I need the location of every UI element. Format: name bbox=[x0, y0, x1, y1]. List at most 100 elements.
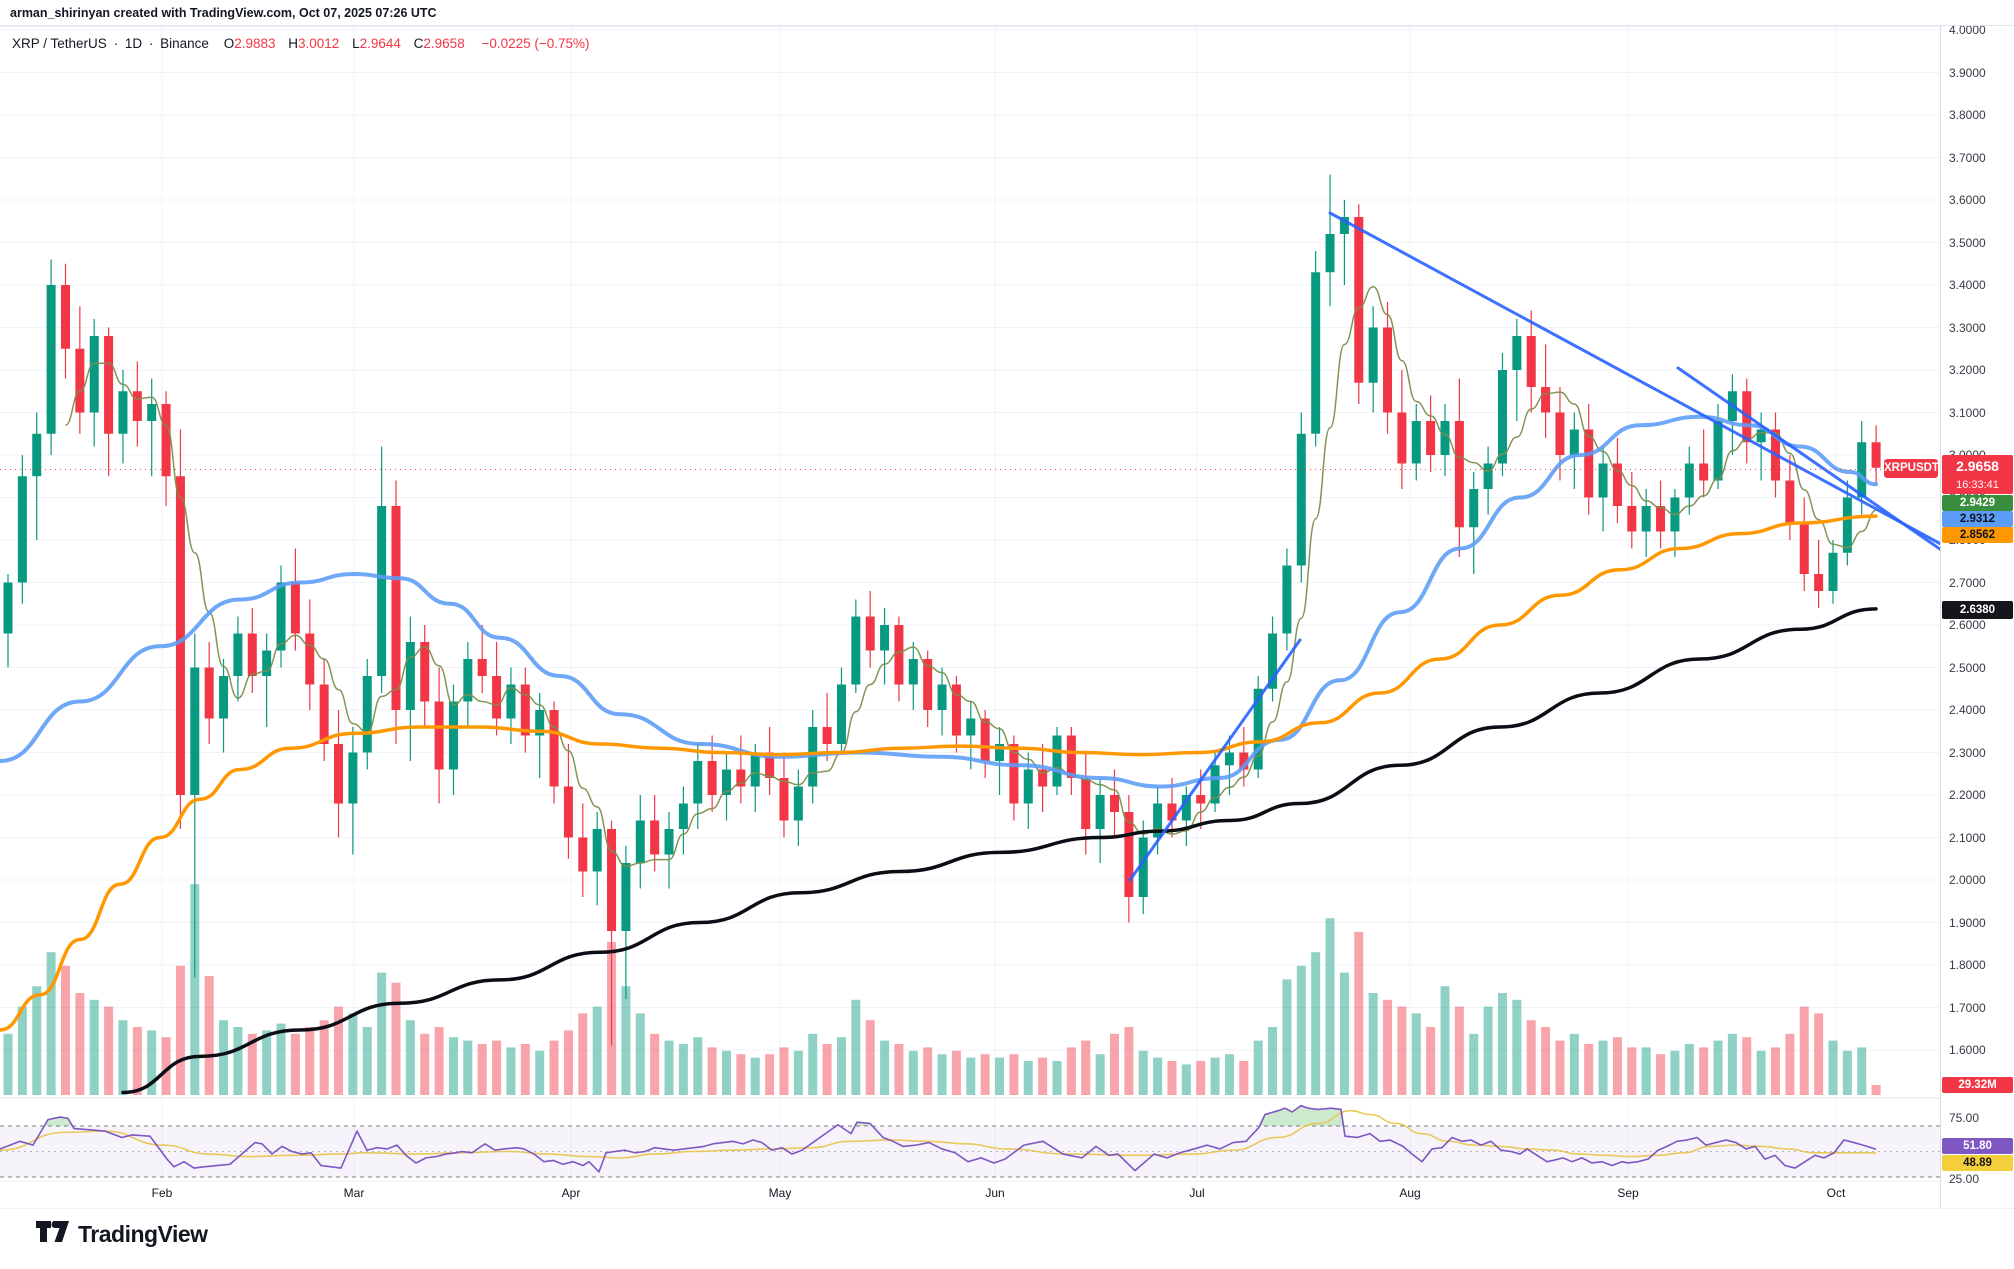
volume-bar bbox=[1814, 1013, 1824, 1095]
volume-bar bbox=[17, 1006, 27, 1095]
volume-bar bbox=[1454, 1006, 1464, 1095]
volume-bar bbox=[334, 1006, 344, 1095]
volume-bar bbox=[836, 1037, 846, 1095]
candle-body bbox=[707, 761, 717, 795]
candle-body bbox=[779, 778, 789, 821]
candle-body bbox=[1081, 778, 1091, 829]
price-axis[interactable]: 2.9658 16:33:41 4.0000 3.9000 3.8000 3.7000… bbox=[1940, 23, 2014, 1208]
volume-bar bbox=[448, 1037, 458, 1095]
candle-body bbox=[1383, 327, 1393, 413]
volume-bar bbox=[1210, 1057, 1220, 1095]
candle-body bbox=[836, 684, 846, 744]
axis-value-badge: 51.80 bbox=[1942, 1138, 2013, 1154]
volume-bar bbox=[1569, 1033, 1579, 1095]
tradingview-logo[interactable]: TradingView bbox=[36, 1221, 208, 1248]
volume-bar bbox=[678, 1044, 688, 1095]
candle-body bbox=[17, 476, 27, 583]
volume-bar bbox=[995, 1057, 1005, 1095]
open-value: 2.9883 bbox=[234, 36, 276, 51]
candle-body bbox=[247, 633, 257, 676]
candle-body bbox=[1598, 463, 1608, 498]
volume-bar bbox=[563, 1030, 573, 1095]
volume-bar bbox=[707, 1047, 717, 1095]
interval-label[interactable]: 1D bbox=[124, 36, 143, 51]
candle-body bbox=[1181, 795, 1191, 821]
volume-bar bbox=[621, 986, 631, 1095]
price-tick-label: 2.5000 bbox=[1949, 660, 1986, 675]
volume-bar bbox=[434, 1027, 444, 1095]
candle-body bbox=[1224, 752, 1234, 766]
candle-body bbox=[132, 391, 142, 421]
candle-body bbox=[1497, 370, 1507, 464]
candle-body bbox=[549, 710, 559, 787]
candle-body bbox=[75, 348, 85, 413]
volume-bar bbox=[1641, 1047, 1651, 1095]
volume-bar bbox=[1239, 1061, 1249, 1095]
candle-body bbox=[1268, 633, 1278, 689]
candle-body bbox=[204, 667, 214, 719]
candle-body bbox=[650, 820, 660, 855]
candle-body bbox=[362, 676, 372, 753]
candle-body bbox=[822, 727, 832, 744]
volume-bar bbox=[520, 1044, 530, 1095]
volume-bar bbox=[204, 976, 214, 1095]
candle-body bbox=[1842, 497, 1852, 553]
volume-bar bbox=[880, 1040, 890, 1095]
volume-bar bbox=[578, 1013, 588, 1095]
candle-body bbox=[1756, 429, 1766, 443]
candle-body bbox=[1023, 769, 1033, 804]
volume-bar bbox=[290, 1033, 300, 1095]
candle-body bbox=[750, 752, 760, 787]
candle-body bbox=[1109, 795, 1119, 812]
volume-bar bbox=[175, 965, 185, 1095]
volume-bar bbox=[420, 1033, 430, 1095]
volume-bar bbox=[147, 1030, 157, 1095]
black-ma-line bbox=[121, 607, 1878, 1095]
price-tick-label: 4.0000 bbox=[1949, 23, 1986, 37]
candle-body bbox=[520, 684, 530, 736]
volume-bar bbox=[118, 1020, 128, 1095]
time-axis[interactable]: Feb Mar Apr May Jun Jul Aug Sep Oct bbox=[0, 1182, 1940, 1208]
last-price-label: 2.9658 16:33:41 bbox=[1942, 455, 2013, 494]
candle-body bbox=[420, 642, 430, 702]
chart-legend[interactable]: XRP / TetherUS · 1D · Binance O2.9883 H3… bbox=[12, 36, 593, 51]
candle-body bbox=[448, 701, 458, 770]
attribution-text: arman_shirinyan created with TradingView… bbox=[10, 6, 437, 20]
candle-body bbox=[492, 676, 502, 719]
volume-bar bbox=[1081, 1040, 1091, 1095]
candle-body bbox=[1569, 429, 1579, 455]
volume-bar bbox=[161, 1037, 171, 1095]
volume-bar bbox=[1138, 1050, 1148, 1095]
volume-bar bbox=[937, 1054, 947, 1095]
candle-body bbox=[1138, 837, 1148, 897]
candle-body bbox=[1512, 336, 1522, 370]
symbol-price-pill: XRPUSDT bbox=[1884, 459, 1939, 478]
candle-body bbox=[290, 582, 300, 634]
symbol-title[interactable]: XRP / TetherUS bbox=[12, 36, 107, 51]
high-value: 3.0012 bbox=[298, 36, 340, 51]
volume-bar bbox=[1023, 1061, 1033, 1095]
price-tick-label: 2.2000 bbox=[1949, 788, 1986, 802]
legend-separator-1: · bbox=[113, 36, 119, 51]
volume-bar bbox=[650, 1033, 660, 1095]
volume-bar bbox=[1153, 1057, 1163, 1095]
candle-body bbox=[894, 625, 904, 685]
volume-bar bbox=[506, 1047, 516, 1095]
volume-bar bbox=[477, 1044, 487, 1095]
ma-fast-line bbox=[65, 285, 1877, 868]
volume-bar bbox=[908, 1050, 918, 1095]
candle-body bbox=[851, 616, 861, 685]
volume-bar bbox=[1584, 1044, 1594, 1095]
volume-bar bbox=[1052, 1061, 1062, 1095]
candle-body bbox=[1296, 433, 1306, 566]
volume-bar bbox=[1512, 999, 1522, 1095]
candle-body bbox=[722, 769, 731, 795]
volume-bar bbox=[1268, 1027, 1278, 1095]
candle-body bbox=[635, 820, 645, 863]
volume-bar bbox=[89, 999, 99, 1095]
volume-bar bbox=[750, 1057, 760, 1095]
volume-bar bbox=[1742, 1037, 1752, 1095]
candle-body bbox=[865, 616, 875, 651]
candle-body bbox=[1656, 506, 1666, 532]
